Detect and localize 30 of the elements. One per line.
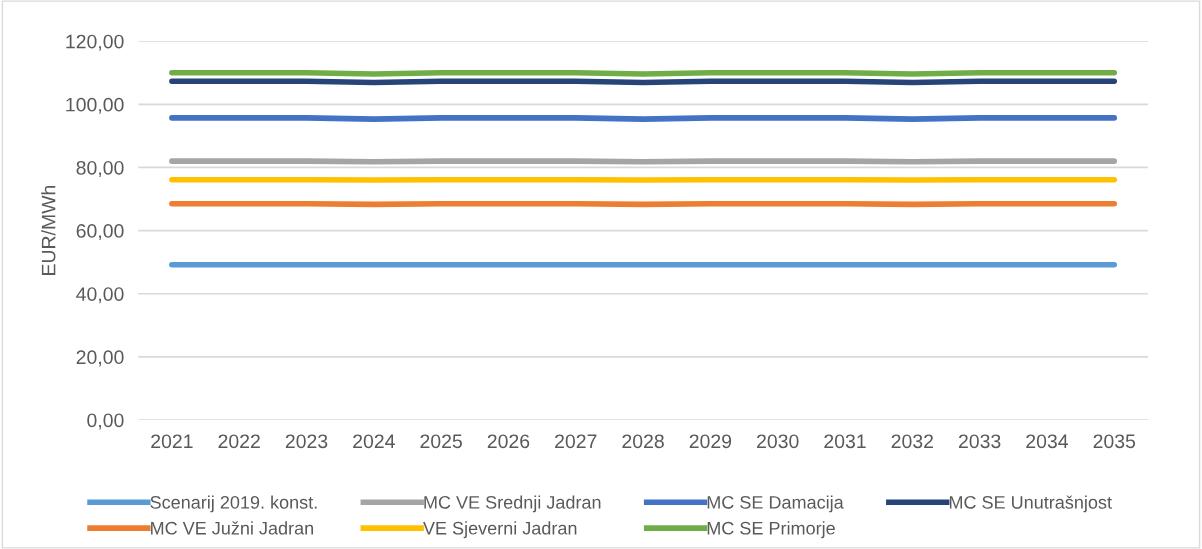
x-tick-label: 2025: [420, 434, 462, 449]
x-tick-label: 2035: [1093, 434, 1136, 449]
x-tick-label: 2026: [487, 434, 530, 449]
x-tick-label: 2023: [285, 434, 328, 449]
x-tick-label: 2028: [622, 434, 664, 449]
legend-label: MC VE Srednji Jadran: [424, 495, 601, 513]
y-tick-label: 40,00: [76, 287, 124, 304]
x-tick-label: 2033: [958, 434, 1001, 449]
x-tick-label: 2027: [555, 434, 597, 449]
x-tick-label: 2030: [757, 434, 799, 449]
x-tick-label: 2024: [353, 434, 395, 449]
x-tick-label: 2034: [1026, 434, 1068, 449]
x-tick-label: 2029: [689, 434, 732, 449]
legend-label: MC SE Primorje: [707, 521, 835, 539]
y-tick-label: 80,00: [76, 160, 124, 177]
y-tick-label: 0,00: [87, 413, 124, 430]
legend-label: MC SE Unutrašnjost: [949, 495, 1112, 513]
legend-label: MC SE Damacija: [707, 495, 844, 513]
x-tick-label: 2021: [151, 434, 193, 449]
y-tick-label: 60,00: [76, 224, 124, 241]
x-tick-label: 2032: [891, 434, 933, 449]
x-tick-label: 2031: [824, 434, 866, 449]
y-tick-label: 120,00: [66, 34, 124, 51]
legend-label: VE Sjeverni Jadran: [423, 521, 577, 539]
legend-label: Scenarij 2019. konst.: [150, 495, 317, 513]
legend-label: MC VE Južni Jadran: [151, 521, 313, 535]
y-tick-label: 100,00: [66, 97, 124, 114]
y-axis-title: EUR/MWh: [41, 185, 56, 275]
x-tick-label: 2022: [218, 434, 260, 449]
y-tick-label: 20,00: [76, 350, 124, 367]
